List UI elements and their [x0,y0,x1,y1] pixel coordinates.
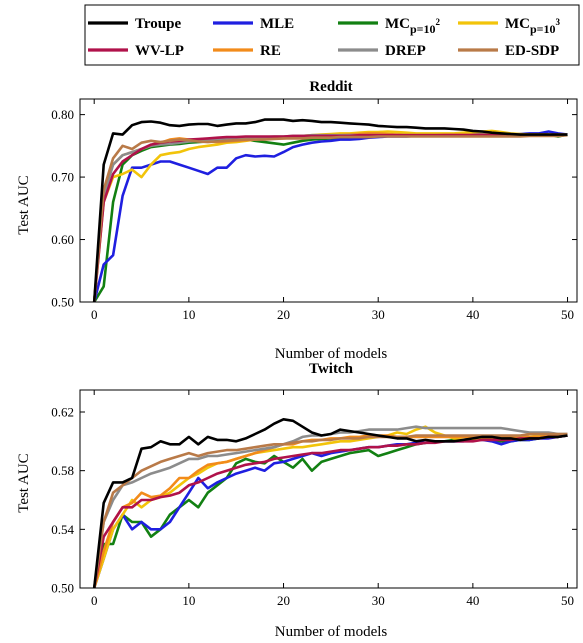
legend-label-mle: MLE [260,16,294,32]
reddit-series-mc1000 [92,129,568,302]
twitch-series-wvlp [92,434,568,588]
twitch-series-lines [92,417,568,588]
reddit-tick-labels: 0 10 20 30 40 50 0.50 0.60 0.70 0.80 [51,99,577,322]
reddit-x-tick-label: 50 [561,307,574,322]
twitch-series-mc1000 [92,425,568,588]
twitch-y-axis-label: Test AUC [16,453,32,512]
twitch-x-tick-label: 0 [91,593,98,608]
twitch-x-tick-label: 40 [466,593,479,608]
reddit-series-edsdp [92,133,568,302]
twitch-x-tick-label: 50 [561,593,574,608]
reddit-series-re [92,132,568,302]
twitch-series-troupe [92,417,568,588]
twitch-title: Twitch [309,361,354,377]
reddit-series-drep [92,133,568,302]
reddit-x-tick-label: 30 [372,307,385,322]
twitch-y-tick-label: 0.62 [51,405,74,420]
reddit-x-tick-label: 0 [91,307,98,322]
reddit-series-lines [92,118,568,302]
twitch-tick-labels: 0 10 20 30 40 50 0.50 0.54 0.58 0.62 [51,390,577,608]
twitch-series-edsdp [92,432,568,588]
twitch-panel: Twitch 0 10 20 30 40 50 0.50 0.54 0.58 0.62 Numbe… [16,361,578,640]
reddit-y-tick-label: 0.80 [51,107,74,122]
reddit-x-axis-label: Number of models [275,346,388,362]
legend-label-edsdp: ED-SDP [505,43,559,59]
twitch-x-axis-label: Number of models [275,624,388,640]
reddit-panel: Reddit 0 10 20 30 40 50 0.50 0.60 0.70 0.80 Numbe… [16,79,578,362]
reddit-y-tick-label: 0.70 [51,170,74,185]
twitch-x-tick-label: 20 [277,593,290,608]
reddit-x-tick-label: 10 [182,307,195,322]
legend-label-wvlp: WV-LP [135,43,184,59]
reddit-series-mle [92,130,568,302]
twitch-y-tick-label: 0.58 [51,463,74,478]
reddit-series-troupe [92,118,568,302]
reddit-y-tick-label: 0.60 [51,232,74,247]
twitch-y-tick-label: 0.50 [51,581,74,596]
reddit-y-axis-label: Test AUC [16,175,32,234]
legend-label-drep: DREP [385,43,426,59]
reddit-series-mc100 [93,133,568,302]
twitch-x-tick-label: 30 [372,593,385,608]
reddit-x-tick-label: 40 [466,307,479,322]
legend-frame [84,4,580,66]
twitch-series-mc100 [92,434,568,588]
twitch-plot-frame [79,389,578,589]
reddit-plot-frame [79,98,578,303]
reddit-x-tick-label: 20 [277,307,290,322]
legend-label-re: RE [260,43,281,59]
reddit-y-tick-label: 0.50 [51,295,74,310]
legend-label-troupe: Troupe [135,16,181,32]
twitch-y-tick-label: 0.54 [51,522,74,537]
twitch-x-tick-label: 10 [182,593,195,608]
reddit-title: Reddit [309,79,352,95]
